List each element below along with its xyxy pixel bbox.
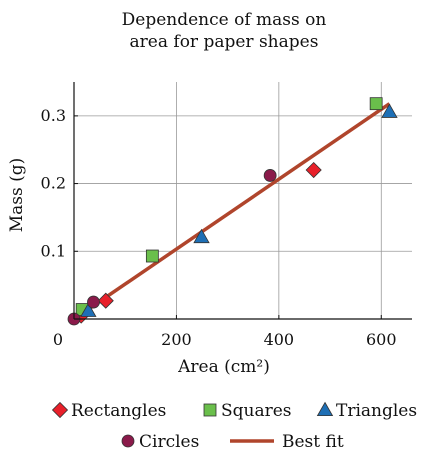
legend-label-best-fit: Best fit bbox=[282, 432, 344, 452]
tick-labels: 0 200 400 600 0.1 0.2 0.3 bbox=[41, 106, 397, 349]
grid bbox=[74, 82, 412, 319]
marker-triangles-1 bbox=[193, 228, 210, 244]
marker-circles-2 bbox=[263, 169, 277, 182]
x-tick-label-3: 600 bbox=[366, 330, 397, 349]
legend-item-best-fit: Best fit bbox=[230, 432, 344, 452]
legend-label-circles: Circles bbox=[139, 432, 199, 452]
marker-triangles-0 bbox=[80, 302, 97, 317]
y-tick-label-2: 0.3 bbox=[41, 106, 66, 125]
x-tick-label-2: 400 bbox=[264, 330, 295, 349]
marker-circles-1 bbox=[87, 295, 100, 309]
axes bbox=[73, 82, 412, 320]
legend-swatch-circles bbox=[121, 434, 135, 448]
marker-triangles-2 bbox=[381, 103, 398, 118]
legend-item-rectangles: Rectangles bbox=[51, 401, 166, 421]
marker-squares-1 bbox=[145, 249, 159, 263]
y-axis-label: Mass (g) bbox=[7, 158, 27, 233]
y-tick-label-1: 0.2 bbox=[41, 174, 66, 193]
chart-title-line-1: Dependence of mass on bbox=[122, 10, 327, 30]
x-tick-label-0: 0 bbox=[53, 330, 63, 349]
x-axis-label: Area (cm²) bbox=[177, 357, 270, 377]
x-tick-label-1: 200 bbox=[161, 330, 192, 349]
chart-title: Dependence of mass on area for paper sha… bbox=[122, 10, 327, 52]
y-tick-label-0: 0.1 bbox=[41, 241, 66, 260]
legend-item-squares: Squares bbox=[203, 401, 292, 421]
legend-swatch-rectangles bbox=[51, 401, 69, 419]
legend-swatch-triangles bbox=[316, 401, 334, 417]
legend-item-triangles: Triangles bbox=[316, 401, 417, 421]
legend-swatch-squares bbox=[203, 403, 217, 417]
best-fit-line-group bbox=[73, 102, 391, 321]
chart-title-line-2: area for paper shapes bbox=[130, 32, 319, 52]
data-markers bbox=[67, 97, 398, 326]
marker-rectangles-1 bbox=[97, 292, 114, 309]
legend-label-rectangles: Rectangles bbox=[71, 401, 166, 421]
marker-squares-2 bbox=[369, 97, 383, 111]
legend-item-circles: Circles bbox=[121, 432, 199, 452]
best-fit-line bbox=[73, 102, 391, 321]
marker-rectangles-2 bbox=[305, 161, 322, 179]
legend: Rectangles Squares Triangles Circles Best fi… bbox=[51, 401, 417, 452]
legend-label-squares: Squares bbox=[221, 401, 292, 421]
legend-label-triangles: Triangles bbox=[336, 401, 417, 421]
